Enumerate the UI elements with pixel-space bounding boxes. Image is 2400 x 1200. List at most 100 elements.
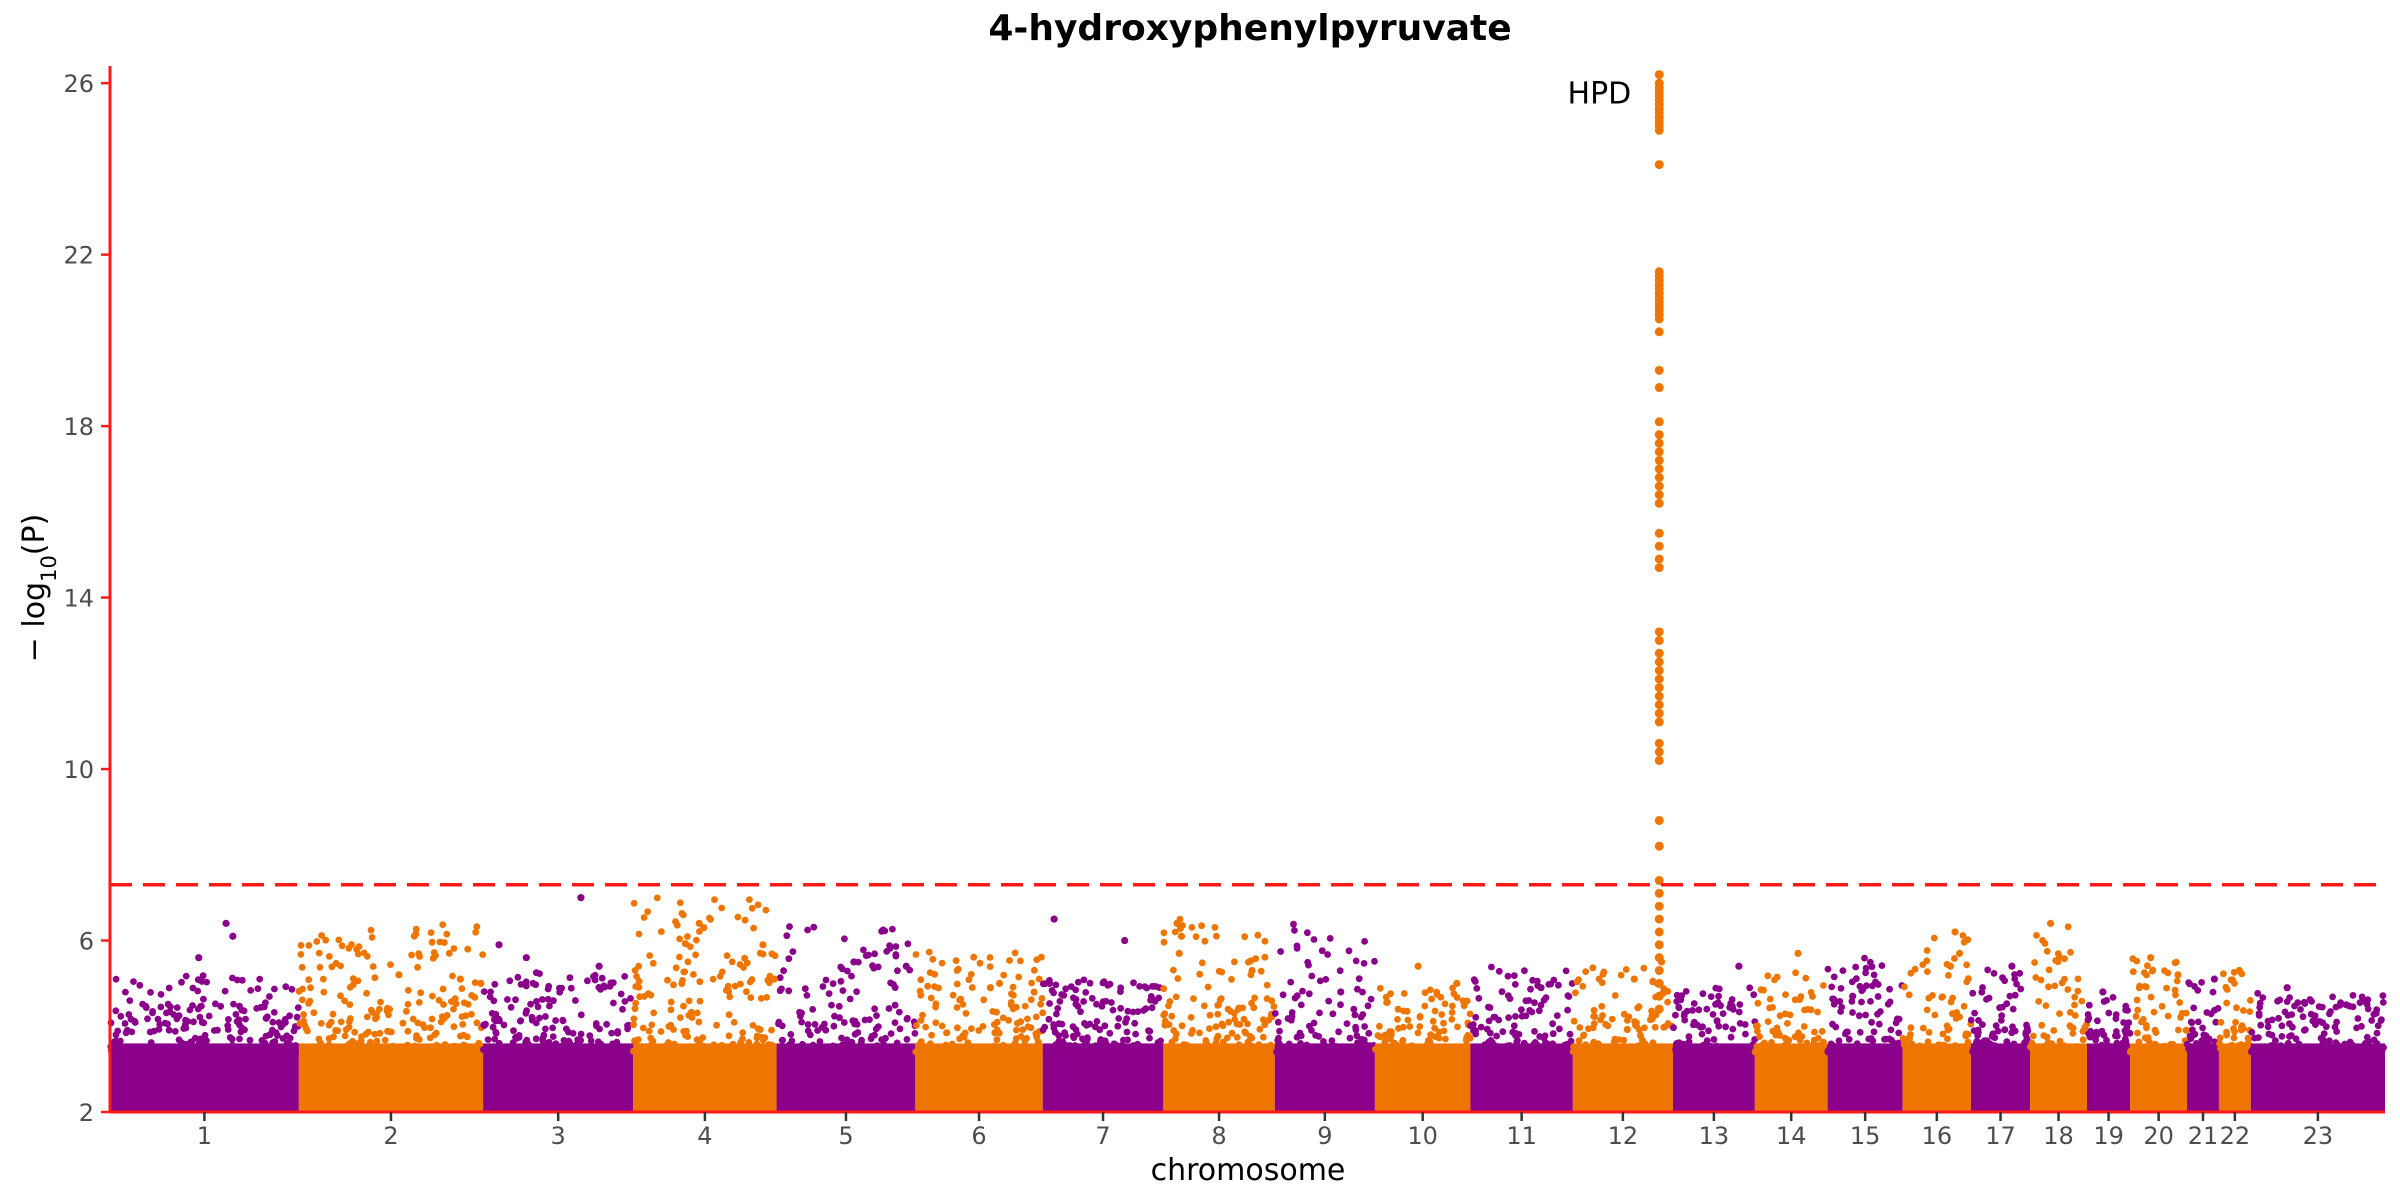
snp-point	[1973, 1037, 1981, 1045]
snp-point	[559, 1016, 567, 1024]
snp-point	[630, 1015, 638, 1023]
snp-point	[882, 1047, 890, 1055]
snp-point	[2320, 1030, 2328, 1037]
snp-point	[2223, 999, 2231, 1007]
snp-point	[428, 1015, 436, 1023]
snp-point	[1764, 1018, 1772, 1025]
snp-point	[189, 984, 197, 992]
snp-point	[302, 1047, 309, 1055]
snp-point	[337, 992, 344, 1000]
snp-point	[1376, 1022, 1383, 1030]
snp-point	[798, 1048, 806, 1056]
snp-point	[1174, 1044, 1181, 1052]
snp-point	[1403, 1007, 1411, 1015]
snp-point	[1472, 1013, 1480, 1021]
snp-point	[920, 1048, 928, 1056]
snp-point	[1473, 985, 1481, 992]
snp-point	[260, 1003, 268, 1011]
snp-point	[1887, 1026, 1895, 1034]
snp-point	[1263, 995, 1271, 1003]
snp-point	[1575, 1037, 1583, 1045]
snp-point	[1143, 984, 1151, 992]
snp-point	[722, 986, 730, 994]
snp-point	[790, 1047, 797, 1055]
snp-point	[1758, 1048, 1765, 1056]
snp-point	[1440, 1027, 1448, 1035]
snp-point	[393, 1047, 400, 1055]
peak-snp-point	[1654, 747, 1664, 757]
snp-point	[1855, 1012, 1863, 1020]
snp-point	[976, 959, 984, 967]
snp-point	[975, 1045, 982, 1052]
snp-point	[1675, 1003, 1683, 1011]
snp-point	[1754, 1027, 1761, 1035]
snp-point	[2071, 1001, 2078, 1009]
snp-point	[1155, 994, 1163, 1002]
snp-point	[404, 1001, 412, 1008]
snp-point	[300, 1011, 307, 1018]
snp-point	[1444, 1045, 1452, 1052]
snp-point	[1499, 1028, 1507, 1036]
snp-point	[1035, 975, 1043, 983]
snp-point	[266, 993, 273, 1000]
snp-point	[1923, 1045, 1931, 1053]
snp-point	[892, 951, 900, 958]
snp-point	[789, 948, 797, 955]
snp-point	[225, 1016, 232, 1023]
snp-point	[2140, 969, 2148, 976]
snp-point	[1408, 1042, 1416, 1050]
snp-point	[917, 1017, 925, 1024]
snp-point	[1328, 1037, 1336, 1045]
peak-snp-point	[1654, 978, 1664, 988]
snp-point	[2066, 1009, 2074, 1016]
snp-point	[149, 1008, 157, 1015]
snp-point	[473, 923, 481, 931]
snp-point	[1615, 1036, 1623, 1043]
snp-point	[1859, 1048, 1866, 1056]
snp-point	[496, 1017, 503, 1025]
snp-point	[1485, 1017, 1493, 1025]
peak-snp-point	[1654, 1004, 1664, 1014]
snp-point	[1416, 1023, 1424, 1030]
snp-point	[2315, 1003, 2323, 1010]
snp-point	[692, 951, 699, 959]
snp-point	[322, 936, 330, 944]
snp-point	[1472, 1027, 1479, 1034]
snp-point	[512, 996, 519, 1004]
snp-point	[144, 1015, 151, 1023]
snp-point	[294, 1004, 302, 1011]
snp-point	[1200, 1002, 1208, 1010]
snp-point	[519, 1047, 526, 1055]
snp-point	[1944, 1035, 1951, 1043]
snp-point	[155, 1026, 163, 1033]
snp-point	[182, 972, 190, 980]
snp-point	[263, 1013, 271, 1021]
snp-point	[1244, 1020, 1251, 1028]
snp-point	[1721, 1048, 1728, 1056]
snp-point	[1350, 1044, 1357, 1052]
snp-point	[711, 896, 718, 903]
snp-point	[445, 949, 453, 957]
snp-point	[1727, 1033, 1735, 1041]
snp-point	[1616, 1044, 1624, 1052]
snp-point	[1275, 1039, 1283, 1047]
snp-point	[1448, 1016, 1456, 1023]
snp-point	[970, 953, 978, 961]
snp-point	[1406, 1023, 1414, 1030]
snp-point	[2297, 1006, 2304, 1013]
chromosome-23-points	[2248, 989, 2388, 1112]
snp-point	[410, 932, 418, 940]
snp-point	[479, 951, 487, 958]
snp-point	[2033, 932, 2040, 939]
snp-point	[840, 1019, 848, 1026]
snp-point	[1902, 1048, 1910, 1056]
snp-point	[1599, 971, 1607, 978]
snp-point	[2138, 1018, 2145, 1026]
snp-point	[889, 925, 896, 933]
snp-point	[1125, 1048, 1133, 1056]
snp-point	[2256, 1046, 2264, 1054]
x-tick-label-chr-6: 6	[971, 1122, 986, 1150]
snp-point	[1471, 978, 1479, 985]
snp-point	[1240, 1015, 1248, 1023]
snp-point	[1284, 1048, 1292, 1055]
